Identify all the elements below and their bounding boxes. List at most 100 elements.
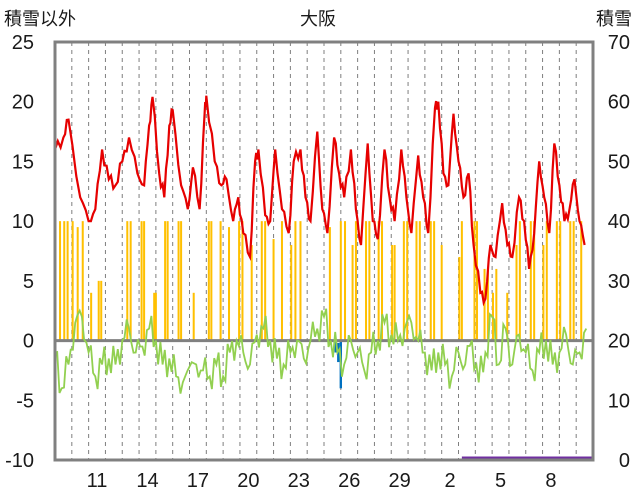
left-tick-label: -10: [5, 450, 34, 472]
precip-bar: [140, 221, 143, 341]
right-tick-label: 60: [608, 92, 630, 114]
left-axis-title: 積雪以外: [4, 9, 76, 29]
x-tick-label: 8: [545, 470, 556, 492]
precip-bar: [76, 227, 79, 341]
precip-bar: [241, 221, 244, 341]
precip-bar: [280, 221, 283, 341]
precip-bar: [126, 221, 129, 341]
precip-bar: [129, 221, 132, 341]
right-axis-ticks: 70 60 50 40 30 20 10 0: [608, 32, 630, 472]
precip-bar: [495, 268, 498, 341]
precip-bar: [339, 221, 342, 341]
precip-bar: [529, 221, 532, 341]
precip-bar: [328, 227, 331, 341]
x-axis-ticks: 11 14 17 20 23 26 29 2 5 8: [87, 470, 557, 492]
precip-bar: [344, 221, 347, 341]
right-tick-label: 50: [608, 151, 630, 173]
dewpoint-line: [54, 308, 588, 394]
precip-bar: [164, 221, 167, 341]
precip-bar: [415, 221, 418, 341]
x-tick-label: 17: [187, 470, 209, 492]
precip-bar: [515, 245, 518, 341]
precip-bar: [90, 292, 93, 341]
precip-bar: [418, 221, 421, 341]
x-tick-label: 20: [237, 470, 259, 492]
precip-bar: [365, 221, 368, 341]
precip-bar: [290, 245, 293, 341]
precip-bar: [97, 280, 100, 341]
precip-bar: [143, 221, 146, 341]
precip-bar: [66, 221, 69, 341]
precip-bar: [264, 221, 267, 341]
precip-bar: [368, 221, 371, 341]
wind-bar: [334, 340, 337, 353]
precip-bar: [238, 221, 241, 341]
precip-bar: [299, 221, 302, 341]
precip-bar: [460, 221, 463, 341]
left-tick-label: -5: [16, 390, 34, 412]
precip-bar: [580, 221, 583, 341]
precip-bar: [569, 221, 572, 341]
temperature-line: [53, 95, 586, 307]
precip-bar: [475, 221, 479, 341]
precip-bar: [429, 221, 432, 341]
precip-bar: [354, 221, 357, 341]
left-tick-label: 0: [23, 331, 34, 353]
left-tick-label: 5: [23, 271, 34, 293]
right-tick-label: 20: [608, 331, 630, 353]
precip-bar: [572, 221, 575, 341]
x-tick-label: 29: [389, 470, 411, 492]
precip-bar: [555, 221, 558, 341]
precip-bar: [71, 221, 74, 341]
precip-bar: [228, 227, 231, 341]
precip-bar: [440, 245, 443, 341]
precip-bar: [545, 221, 548, 341]
precip-bar: [153, 292, 156, 341]
precip-bar: [166, 221, 169, 341]
precip-bar: [81, 221, 84, 341]
precip-bar: [391, 245, 394, 341]
precip-bar: [393, 245, 396, 341]
precip-bar: [433, 221, 436, 341]
x-tick-label: 5: [495, 470, 506, 492]
precip-bar: [250, 245, 253, 341]
precip-bar: [192, 292, 195, 341]
right-tick-label: 10: [608, 390, 630, 412]
x-tick-label: 26: [338, 470, 360, 492]
precip-bar: [518, 221, 521, 341]
right-tick-label: 0: [619, 450, 630, 472]
right-tick-label: 40: [608, 211, 630, 233]
precip-bar: [506, 292, 509, 341]
precip-bar: [473, 221, 476, 341]
precip-bar: [272, 239, 275, 341]
precip-bar: [260, 221, 263, 341]
precip-bar: [406, 221, 409, 341]
precip-bar: [177, 221, 180, 341]
precip-bar: [458, 256, 461, 341]
precip-bar: [402, 221, 405, 341]
precip-bar: [100, 280, 103, 341]
plot-frame: [53, 40, 595, 462]
precip-bars: [59, 221, 583, 341]
precip-bar: [483, 268, 486, 341]
precip-bar: [294, 221, 297, 341]
precip-bar: [154, 292, 157, 341]
precip-bar: [377, 221, 380, 341]
right-axis-title: 積雪: [596, 9, 632, 29]
precip-bar: [380, 221, 384, 341]
precip-bar: [542, 245, 545, 341]
left-tick-label: 15: [12, 151, 34, 173]
precip-bar: [533, 221, 536, 341]
precip-bar: [219, 221, 222, 341]
precip-bar: [351, 245, 354, 341]
x-tick-label: 23: [288, 470, 310, 492]
right-tick-label: 30: [608, 271, 630, 293]
left-axis-ticks: 25 20 15 10 5 0 -5 -10: [5, 32, 34, 472]
chart-title: 大阪: [300, 9, 336, 29]
x-tick-label: 14: [136, 470, 158, 492]
left-tick-label: 20: [12, 92, 34, 114]
precip-bar: [486, 268, 489, 341]
left-tick-label: 10: [12, 211, 34, 233]
precip-bar: [59, 221, 62, 341]
